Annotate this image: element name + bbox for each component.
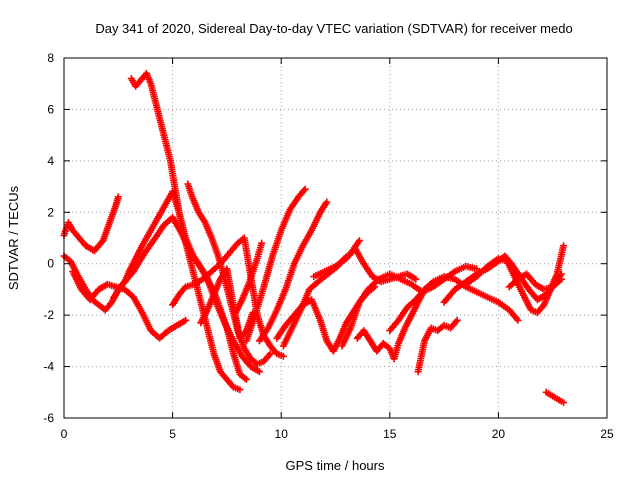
y-tick-label: 0	[47, 257, 54, 271]
series-track-10	[242, 185, 309, 345]
series-track-15	[338, 262, 481, 350]
data-point	[453, 316, 461, 324]
data-point	[355, 237, 363, 245]
data-point	[114, 193, 122, 201]
data-point	[242, 375, 250, 383]
data-point	[323, 198, 331, 206]
data-point	[514, 316, 522, 324]
data-point	[560, 242, 568, 250]
data-point	[236, 386, 244, 394]
y-tick-label: 8	[47, 51, 54, 65]
series-track-11	[255, 198, 331, 345]
y-tick-label: -4	[43, 360, 54, 374]
y-axis-label: SDTVAR / TECUs	[6, 185, 21, 290]
series-track-21	[505, 270, 565, 293]
y-tick-label: 4	[47, 154, 54, 168]
x-tick-label: 15	[383, 427, 397, 441]
series-track-4	[69, 267, 190, 342]
data-point	[182, 316, 190, 324]
data-point	[279, 352, 287, 360]
data-point	[301, 185, 309, 193]
chart-title: Day 341 of 2020, Sidereal Day-to-day VTE…	[95, 21, 572, 36]
x-tick-label: 25	[600, 427, 614, 441]
x-axis-label: GPS time / hours	[286, 458, 385, 473]
y-tick-label: 2	[47, 205, 54, 219]
x-tick-label: 10	[275, 427, 289, 441]
y-tick-label: 6	[47, 102, 54, 116]
data-point	[560, 399, 568, 407]
plot-frame	[63, 57, 608, 419]
x-tick-label: 5	[169, 427, 176, 441]
data-point	[258, 239, 266, 247]
series-track-18	[414, 316, 461, 376]
y-tick-label: -6	[43, 411, 54, 425]
series-track-13	[273, 283, 379, 355]
data-points	[60, 69, 568, 407]
x-tick-label: 20	[492, 427, 506, 441]
data-point	[255, 368, 263, 376]
series-track-3	[60, 193, 122, 255]
axis-ticks: 0 5 10 15 20 25 -6 -4 -2 0 2 4 6 8	[43, 51, 614, 441]
data-point	[266, 350, 274, 358]
series-track-5	[110, 213, 263, 376]
data-point	[412, 275, 420, 283]
series-track-9	[232, 239, 266, 317]
y-tick-label: -2	[43, 308, 54, 322]
x-tick-label: 0	[61, 427, 68, 441]
series-track-2	[60, 188, 250, 383]
data-point	[557, 275, 565, 283]
series-track-22	[542, 388, 568, 407]
